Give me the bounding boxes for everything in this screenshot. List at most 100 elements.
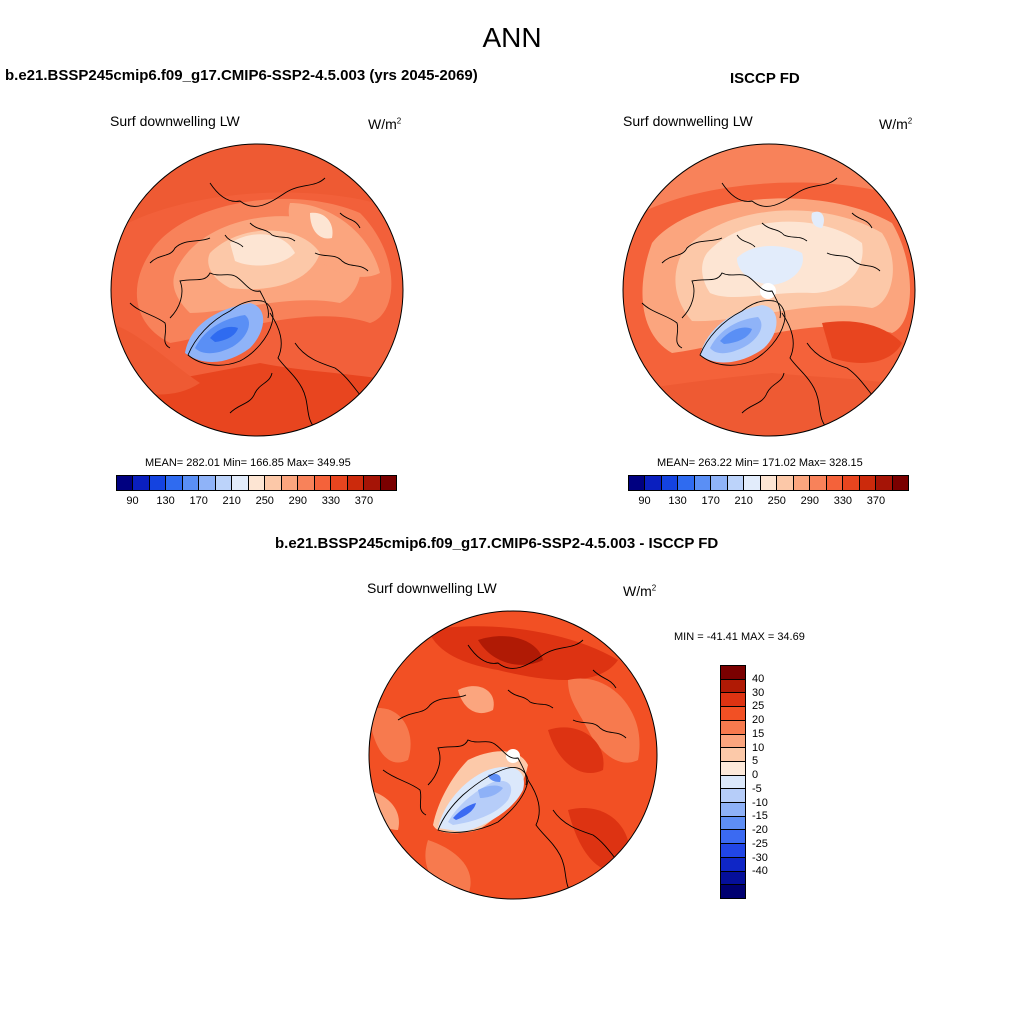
colorbar-swatch [629, 476, 646, 490]
panel-2-units: W/m2 [879, 116, 913, 132]
colorbar-tick-label: 0 [752, 769, 759, 782]
colorbar-swatch [645, 476, 662, 490]
colorbar-swatch [694, 476, 712, 490]
diff-polar-map [368, 610, 658, 900]
colorbar-swatch [876, 476, 893, 490]
panel-2-polar-map [622, 143, 916, 437]
colorbar-swatch [265, 476, 282, 490]
colorbar-swatch [364, 476, 381, 490]
colorbar-swatch [314, 476, 332, 490]
panel-2-colorbar [628, 475, 909, 491]
colorbar-tick-label: 370 [354, 495, 374, 507]
colorbar-tick-label: -40 [752, 865, 768, 878]
colorbar-swatch [721, 666, 745, 680]
colorbar-swatch [117, 476, 134, 490]
colorbar-tick-label: 330 [321, 495, 341, 507]
panel-1-header: b.e21.BSSP245cmip6.f09_g17.CMIP6-SSP2-4.… [5, 67, 478, 84]
colorbar-swatch [721, 871, 745, 886]
diff-colorbar-ticks: 40 30 25 20 15 10 5 0 -5 -10 -15 -20 -25 -30 -40 [720, 665, 800, 899]
colorbar-swatch [721, 748, 745, 762]
colorbar-tick-label: 90 [638, 495, 651, 507]
colorbar-swatch [347, 476, 365, 490]
colorbar-swatch [281, 476, 299, 490]
colorbar-tick-label: -20 [752, 824, 768, 837]
colorbar-swatch [760, 476, 778, 490]
colorbar-tick-label: 250 [767, 495, 786, 507]
colorbar-tick-label: 25 [752, 700, 765, 713]
colorbar-swatch [727, 476, 745, 490]
colorbar-tick-label: -25 [752, 837, 768, 850]
diff-units: W/m2 [623, 583, 657, 599]
colorbar-tick-label: 330 [833, 495, 853, 507]
colorbar-swatch [859, 476, 877, 490]
colorbar-swatch [721, 775, 745, 790]
panel-2-stats: MEAN= 263.22 Min= 171.02 Max= 328.15 [657, 457, 863, 469]
colorbar-swatch [721, 803, 745, 817]
colorbar-swatch [721, 679, 745, 694]
colorbar-swatch [232, 476, 249, 490]
panel-2-colorbar-ticks: 90 130 170 210 250 290 330 370 [628, 495, 909, 509]
colorbar-swatch [380, 476, 396, 490]
panel-2-label: Surf downwelling LW [623, 113, 753, 129]
colorbar-swatch [248, 476, 266, 490]
colorbar-tick-label: 10 [752, 741, 765, 754]
colorbar-swatch [721, 844, 745, 858]
colorbar-tick-label: 290 [800, 495, 819, 507]
colorbar-swatch [721, 885, 745, 898]
colorbar-swatch [744, 476, 761, 490]
colorbar-swatch [843, 476, 860, 490]
colorbar-swatch [892, 476, 908, 490]
panel-1-stats: MEAN= 282.01 Min= 166.85 Max= 349.95 [145, 457, 351, 469]
colorbar-swatch [721, 761, 745, 776]
diff-colorbar [720, 665, 746, 899]
colorbar-tick-label: -30 [752, 851, 768, 864]
colorbar-swatch [661, 476, 679, 490]
colorbar-swatch [199, 476, 216, 490]
panel-1-units: W/m2 [368, 116, 402, 132]
colorbar-swatch [298, 476, 315, 490]
colorbar-swatch [215, 476, 233, 490]
colorbar-tick-label: 170 [701, 495, 720, 507]
colorbar-tick-label: 210 [222, 495, 241, 507]
colorbar-tick-label: -5 [752, 782, 762, 795]
colorbar-tick-label: 130 [156, 495, 175, 507]
colorbar-swatch [711, 476, 728, 490]
colorbar-swatch [793, 476, 811, 490]
colorbar-tick-label: 250 [255, 495, 274, 507]
colorbar-tick-label: 20 [752, 714, 765, 727]
colorbar-tick-label: 290 [288, 495, 307, 507]
colorbar-swatch [133, 476, 150, 490]
panel-1-label: Surf downwelling LW [110, 113, 240, 129]
colorbar-swatch [331, 476, 348, 490]
colorbar-swatch [182, 476, 200, 490]
diff-stats: MIN = -41.41 MAX = 34.69 [674, 631, 805, 643]
colorbar-swatch [149, 476, 167, 490]
panel-1-polar-map [110, 143, 404, 437]
colorbar-tick-label: 30 [752, 686, 765, 699]
colorbar-tick-label: 210 [734, 495, 753, 507]
colorbar-swatch [826, 476, 844, 490]
colorbar-swatch [166, 476, 183, 490]
colorbar-swatch [721, 830, 745, 845]
colorbar-swatch [721, 857, 745, 872]
colorbar-tick-label: 370 [866, 495, 886, 507]
panel-1-colorbar-ticks: 90 130 170 210 250 290 330 370 [116, 495, 397, 509]
colorbar-tick-label: 130 [668, 495, 687, 507]
colorbar-swatch [721, 693, 745, 708]
colorbar-swatch [721, 707, 745, 721]
colorbar-swatch [721, 816, 745, 831]
colorbar-tick-label: -15 [752, 810, 768, 823]
colorbar-tick-label: 90 [126, 495, 139, 507]
colorbar-tick-label: -10 [752, 796, 768, 809]
colorbar-tick-label: 15 [752, 727, 765, 740]
colorbar-swatch [721, 734, 745, 749]
colorbar-swatch [678, 476, 695, 490]
panel-1-colorbar [116, 475, 397, 491]
colorbar-tick-label: 5 [752, 755, 759, 768]
diff-label: Surf downwelling LW [367, 580, 497, 596]
colorbar-swatch [777, 476, 794, 490]
colorbar-swatch [721, 720, 745, 735]
diff-header: b.e21.BSSP245cmip6.f09_g17.CMIP6-SSP2-4.… [275, 535, 719, 552]
colorbar-tick-label: 170 [189, 495, 208, 507]
colorbar-swatch [810, 476, 827, 490]
